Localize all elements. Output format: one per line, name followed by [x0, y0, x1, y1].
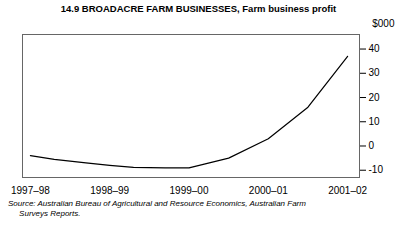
svg-text:$000: $000: [372, 18, 395, 29]
svg-text:1999–00: 1999–00: [170, 185, 209, 196]
svg-text:20: 20: [369, 92, 381, 103]
html-text:14.9 BROADACRE FARM BUSINESSES: 14.9 BROADACRE FARM BUSINESSES, Farm bus…: [60, 3, 337, 14]
svg-text:10: 10: [369, 116, 381, 127]
svg-text:30: 30: [369, 67, 381, 78]
html-text:Source: Australian Bureau of A: Source: Australian Bureau of Agricultura…: [8, 199, 306, 218]
svg-text:0: 0: [369, 140, 375, 151]
svg-text:2001–02: 2001–02: [328, 185, 367, 196]
svg-text:-10: -10: [369, 164, 384, 175]
svg-text:40: 40: [369, 43, 381, 54]
svg-text:2000–01: 2000–01: [249, 185, 288, 196]
svg-text:1998–99: 1998–99: [90, 185, 129, 196]
svg-text:1997–98: 1997–98: [11, 185, 50, 196]
